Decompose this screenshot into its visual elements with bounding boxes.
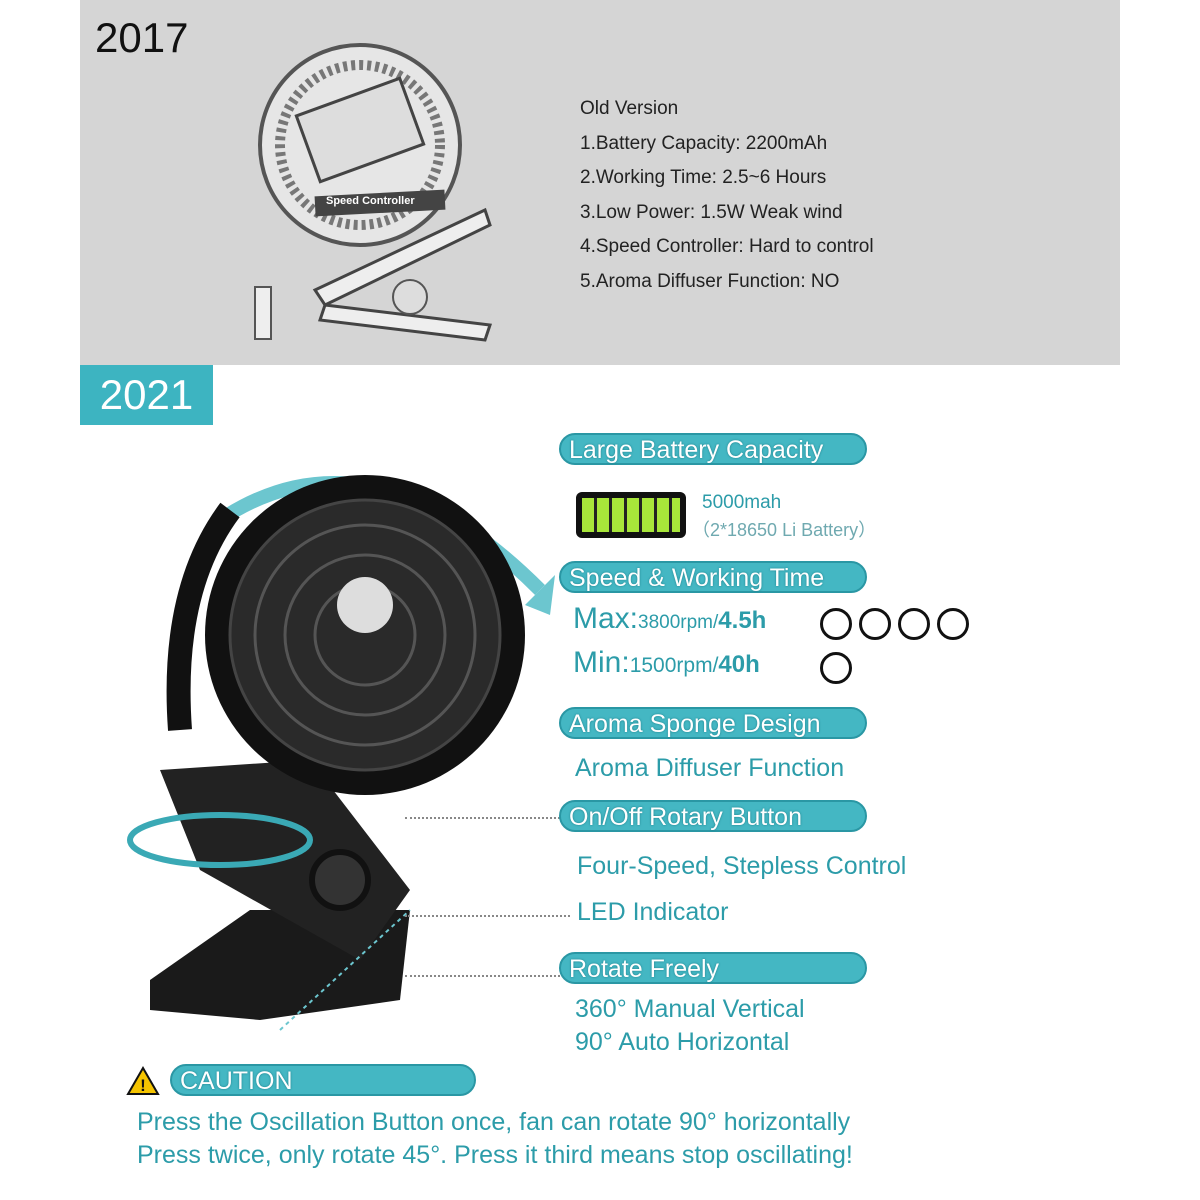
led-leader (405, 915, 570, 917)
old-spec-list: Old Version 1.Battery Capacity: 2200mAh … (580, 92, 874, 299)
aroma-desc: Aroma Diffuser Function (575, 754, 845, 782)
rotate-line1: 360° Manual Vertical (575, 995, 805, 1023)
max-value: 3800rpm/ (638, 612, 719, 633)
battery-title: Large Battery Capacity (559, 433, 867, 465)
old-item: 4.Speed Controller: Hard to control (580, 236, 874, 257)
rotate-leader (405, 975, 560, 977)
button-leader (405, 817, 560, 819)
fan-speed-1-icon (820, 652, 852, 684)
aroma-title: Aroma Sponge Design (559, 707, 867, 739)
year-2021: 2021 (80, 365, 213, 425)
min-row: Min:1500rpm/40h (573, 646, 760, 680)
speed-controller-label: Speed Controller (326, 195, 415, 207)
year-2017: 2017 (95, 14, 189, 61)
svg-text:!: ! (140, 1076, 146, 1095)
fan-speed-2-icon (859, 608, 891, 640)
battery-type: （2*18650 Li Battery） (692, 520, 877, 540)
old-version-panel (80, 0, 1120, 365)
battery-icon (576, 492, 686, 538)
fan-speed-1-icon (820, 608, 852, 640)
speed-icons (820, 608, 976, 640)
battery-capacity: 5000mah (702, 492, 782, 513)
max-row: Max:3800rpm/4.5h (573, 602, 766, 636)
old-item: 3.Low Power: 1.5W Weak wind (580, 201, 843, 223)
old-item: 5.Aroma Diffuser Function: NO (580, 270, 840, 292)
fan-speed-3-icon (898, 608, 930, 640)
fan-product-image (127, 475, 555, 1031)
old-item: 2.Working Time: 2.5~6 Hours (580, 167, 827, 188)
fan-speed-4-icon (937, 608, 969, 640)
min-speed-icon-wrap (820, 652, 859, 684)
button-desc: Four-Speed, Stepless Control (577, 852, 907, 880)
max-label: Max: (573, 602, 639, 635)
old-item: 1.Battery Capacity: 2200mAh (580, 132, 828, 154)
min-value: 1500rpm/ (629, 654, 719, 677)
max-time: 4.5h (718, 607, 767, 634)
caution-line1: Press the Oscillation Button once, fan c… (137, 1108, 851, 1136)
min-label: Min: (573, 646, 630, 679)
min-time: 40h (718, 651, 760, 678)
warning-icon: ! (126, 1066, 160, 1095)
rotate-title: Rotate Freely (559, 952, 867, 984)
caution-line2: Press twice, only rotate 45°. Press it t… (137, 1141, 853, 1169)
button-title: On/Off Rotary Button (559, 800, 867, 832)
old-heading: Old Version (580, 98, 679, 119)
old-fan-drawing (254, 43, 493, 342)
rotate-line2: 90° Auto Horizontal (575, 1028, 790, 1056)
led-label: LED Indicator (577, 898, 729, 926)
speed-title: Speed & Working Time (559, 561, 867, 593)
caution-title: CAUTION (170, 1064, 476, 1096)
